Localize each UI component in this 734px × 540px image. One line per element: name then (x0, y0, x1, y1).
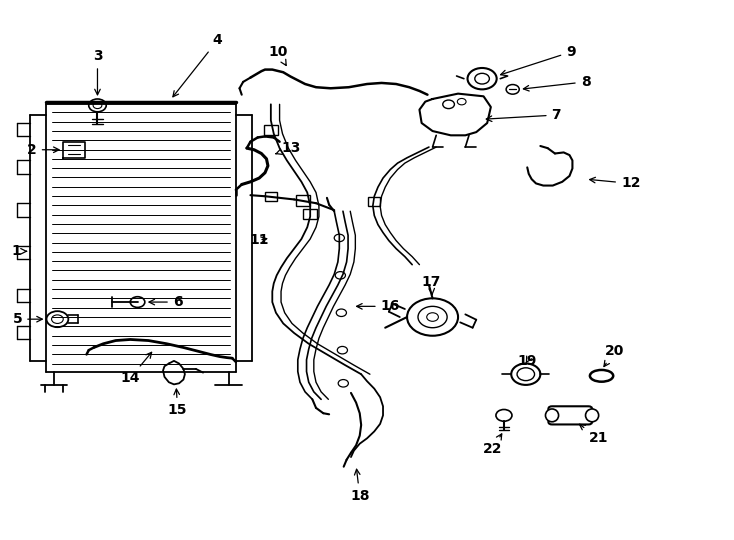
Ellipse shape (590, 370, 613, 382)
Text: 20: 20 (604, 344, 625, 367)
Circle shape (496, 409, 512, 421)
Circle shape (46, 311, 68, 327)
Text: 15: 15 (168, 389, 187, 417)
Text: 13: 13 (276, 141, 301, 155)
Text: 10: 10 (269, 45, 288, 65)
Text: 19: 19 (517, 354, 537, 368)
Circle shape (335, 272, 346, 279)
Text: 22: 22 (482, 434, 502, 456)
Circle shape (475, 73, 490, 84)
Text: 12: 12 (589, 177, 641, 191)
Circle shape (457, 98, 466, 105)
Bar (296, 195, 310, 206)
Circle shape (407, 298, 458, 336)
Circle shape (443, 100, 454, 109)
FancyBboxPatch shape (548, 406, 592, 424)
Text: 21: 21 (579, 424, 608, 445)
Ellipse shape (586, 409, 599, 422)
Text: 7: 7 (486, 108, 562, 122)
Text: 17: 17 (421, 275, 441, 295)
Text: 1: 1 (11, 244, 26, 258)
Circle shape (338, 347, 347, 354)
Bar (368, 197, 380, 206)
Text: 3: 3 (92, 49, 102, 95)
Text: 14: 14 (120, 352, 152, 385)
Circle shape (512, 363, 540, 385)
Circle shape (93, 102, 102, 109)
Text: 5: 5 (12, 312, 43, 326)
Text: 6: 6 (149, 295, 183, 309)
Text: 2: 2 (27, 143, 59, 157)
Text: 11: 11 (250, 233, 269, 247)
Text: 16: 16 (357, 299, 400, 313)
Bar (265, 192, 277, 200)
Text: 4: 4 (173, 33, 222, 97)
Circle shape (130, 296, 145, 307)
Circle shape (418, 306, 447, 328)
Circle shape (336, 309, 346, 316)
Circle shape (517, 368, 534, 381)
Ellipse shape (545, 409, 559, 422)
Text: 8: 8 (523, 75, 590, 91)
Circle shape (89, 99, 106, 112)
Circle shape (506, 85, 519, 94)
Circle shape (338, 380, 349, 387)
Bar (303, 208, 318, 219)
Circle shape (468, 68, 497, 89)
Bar (264, 125, 278, 136)
Circle shape (426, 313, 438, 321)
Circle shape (51, 315, 63, 323)
Circle shape (334, 234, 344, 242)
Text: 18: 18 (350, 469, 369, 503)
Text: 9: 9 (501, 45, 575, 76)
